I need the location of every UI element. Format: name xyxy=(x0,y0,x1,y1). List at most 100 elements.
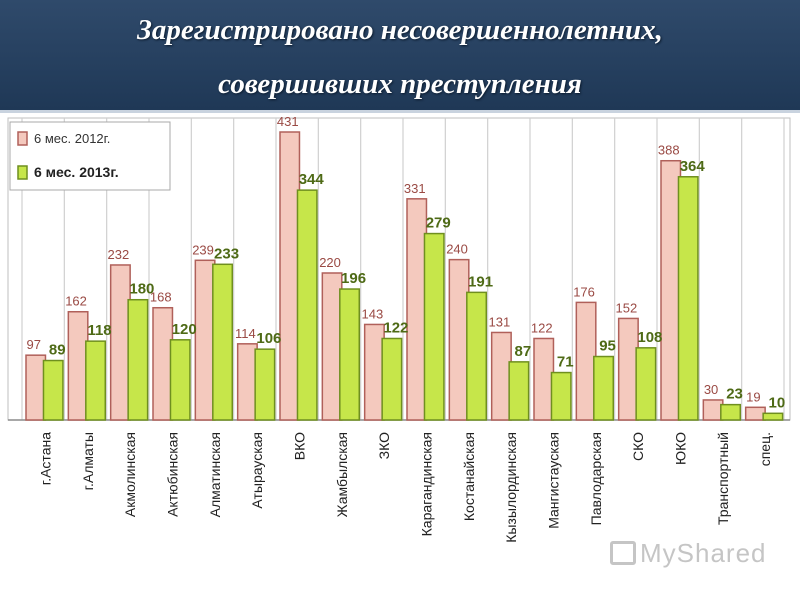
bar-2012 xyxy=(363,323,385,421)
x-tick-label: Павлодарская xyxy=(588,432,604,525)
value-label-2013: 89 xyxy=(49,342,66,359)
x-tick-label: Кызылординская xyxy=(503,432,519,543)
bar-2013 xyxy=(550,371,572,421)
chart-title-line-1: Зарегистрировано несовершеннолетних, xyxy=(137,14,663,46)
bar-2012 xyxy=(660,159,682,421)
bar-2012 xyxy=(575,301,597,421)
x-tick-label: ВКО xyxy=(291,432,307,460)
bar-2012 xyxy=(279,131,301,421)
bar-2012 xyxy=(67,310,89,421)
x-tick-label: Костанайская xyxy=(461,432,477,521)
value-label-2012: 239 xyxy=(192,242,214,257)
presentation-icon xyxy=(610,541,636,565)
value-label-2012: 331 xyxy=(404,181,426,196)
value-label-2013: 23 xyxy=(726,386,743,403)
bar-2012 xyxy=(321,272,343,421)
x-tick-label: г.Алматы xyxy=(80,432,96,490)
bar-2013 xyxy=(127,298,149,421)
bar-2013 xyxy=(169,339,191,421)
chart-title-line-2: совершивших преступления xyxy=(218,68,582,100)
value-label-2013: 233 xyxy=(214,245,239,262)
bar-2012 xyxy=(406,198,428,421)
value-label-2012: 114 xyxy=(235,326,256,341)
value-label-2012: 152 xyxy=(616,300,638,315)
value-label-2013: 108 xyxy=(637,329,662,346)
bar-2013 xyxy=(381,337,403,421)
legend-box xyxy=(9,121,171,191)
watermark-text: MyShared xyxy=(640,538,767,568)
legend: 6 мес. 2012г. 6 мес. 2013г. xyxy=(9,121,171,191)
legend-label-2012: 6 мес. 2012г. xyxy=(34,131,110,146)
legend-label-2013: 6 мес. 2013г. xyxy=(34,164,119,180)
chart-area: 97 89 162 118 232 180 168 120 239 233 114 106 431 344… xyxy=(0,110,800,600)
bar-2013 xyxy=(593,355,615,421)
x-tick-label: Карагандинская xyxy=(418,432,434,536)
legend-swatch-2013 xyxy=(17,165,28,180)
value-label-2012: 240 xyxy=(446,242,468,257)
value-label-2013: 191 xyxy=(468,273,493,290)
x-tick-label: Актюбинская xyxy=(164,432,180,517)
bar-2012 xyxy=(236,343,258,421)
x-tick-label: Жамбылская xyxy=(334,432,350,517)
bar-2013 xyxy=(212,263,234,421)
x-tick-label: спец. xyxy=(757,432,773,466)
bar-2012 xyxy=(448,258,470,421)
bar-2012 xyxy=(533,337,555,421)
value-label-2013: 196 xyxy=(341,270,366,287)
bar-2013 xyxy=(635,347,657,421)
header-banner: Зарегистрировано несовершеннолетних, сов… xyxy=(0,0,800,113)
bar-2013 xyxy=(42,359,64,421)
bar-2013 xyxy=(296,189,318,421)
value-label-2013: 122 xyxy=(383,319,408,336)
value-label-2012: 162 xyxy=(65,294,87,309)
value-label-2012: 168 xyxy=(150,290,172,305)
value-label-2012: 131 xyxy=(489,314,511,329)
x-tick-label: СКО xyxy=(630,432,646,461)
x-tick-label: Мангистауская xyxy=(545,432,561,529)
value-label-2012: 97 xyxy=(27,337,41,352)
value-label-2013: 344 xyxy=(299,171,325,188)
bar-2012 xyxy=(490,331,512,421)
bar-2012 xyxy=(702,399,724,421)
value-label-2013: 180 xyxy=(129,281,154,298)
bars-layer xyxy=(25,131,784,421)
legend-swatch-2012 xyxy=(17,131,28,146)
value-label-2012: 431 xyxy=(277,114,299,129)
bar-2013 xyxy=(85,340,107,421)
value-label-2013: 364 xyxy=(680,158,706,175)
value-label-2013: 95 xyxy=(599,338,616,355)
value-label-2013: 279 xyxy=(426,215,451,232)
bar-2012 xyxy=(152,306,174,421)
value-label-2013: 118 xyxy=(87,322,111,339)
bar-2012 xyxy=(109,264,131,421)
value-label-2012: 122 xyxy=(531,320,553,335)
x-tick-label: Транспортный xyxy=(715,432,731,525)
bar-2012 xyxy=(617,317,639,421)
value-label-2013: 71 xyxy=(557,354,574,371)
bar-2012 xyxy=(744,406,766,421)
x-tick-label: г.Астана xyxy=(37,432,53,485)
watermark: MyShared xyxy=(610,538,767,569)
x-tick-label: Атырауская xyxy=(249,432,265,509)
value-label-2013: 120 xyxy=(172,321,197,338)
bar-2013 xyxy=(466,291,488,421)
x-tick-label: ЗКО xyxy=(376,432,392,459)
value-label-2013: 87 xyxy=(515,343,532,360)
value-label-2012: 143 xyxy=(362,306,384,321)
value-label-2013: 106 xyxy=(256,330,281,347)
value-label-2012: 388 xyxy=(658,143,680,158)
bar-2012 xyxy=(25,354,47,421)
bar-2013 xyxy=(254,348,276,421)
bar-2013 xyxy=(677,176,699,421)
bar-2013 xyxy=(423,232,445,421)
bar-2013 xyxy=(508,361,530,421)
value-label-2013: 10 xyxy=(769,394,786,411)
bar-2013 xyxy=(720,403,742,421)
x-tick-labels-layer: г.Астана г.Алматы Акмолинская Актюбинская Ал… xyxy=(37,432,773,543)
value-label-2012: 232 xyxy=(108,247,130,262)
x-tick-label: Акмолинская xyxy=(122,432,138,517)
value-label-2012: 30 xyxy=(704,382,718,397)
x-tick-label: ЮКО xyxy=(672,432,688,465)
